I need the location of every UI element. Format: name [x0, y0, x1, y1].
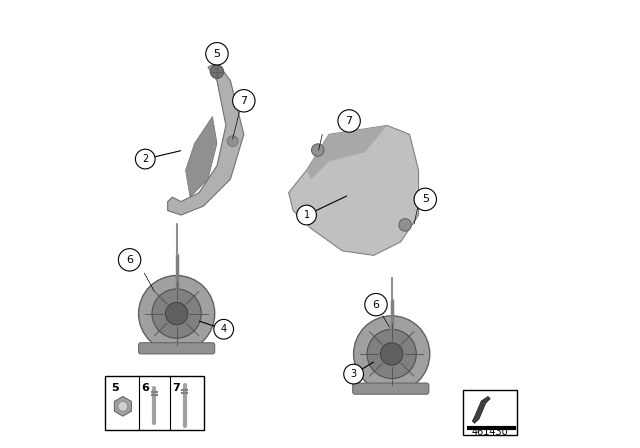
Circle shape — [227, 136, 238, 146]
Circle shape — [214, 319, 234, 339]
Circle shape — [118, 401, 128, 411]
Text: 7: 7 — [172, 383, 180, 393]
FancyBboxPatch shape — [105, 376, 204, 430]
Text: 2: 2 — [142, 154, 148, 164]
Text: 1: 1 — [303, 210, 310, 220]
Polygon shape — [115, 396, 131, 416]
Text: 7: 7 — [346, 116, 353, 126]
Text: 5: 5 — [111, 383, 118, 393]
Circle shape — [136, 149, 155, 169]
Circle shape — [344, 364, 364, 384]
Text: 7: 7 — [240, 96, 248, 106]
Circle shape — [297, 205, 316, 225]
Circle shape — [380, 343, 403, 365]
Circle shape — [206, 43, 228, 65]
Circle shape — [166, 302, 188, 325]
Circle shape — [365, 293, 387, 316]
Circle shape — [353, 316, 430, 392]
Circle shape — [118, 249, 141, 271]
Text: 5: 5 — [214, 49, 220, 59]
Polygon shape — [472, 396, 490, 423]
Text: 461430: 461430 — [472, 427, 509, 437]
Text: 6: 6 — [141, 383, 148, 393]
Text: 6: 6 — [372, 300, 380, 310]
Circle shape — [338, 110, 360, 132]
Polygon shape — [289, 125, 419, 255]
Circle shape — [312, 144, 324, 156]
Polygon shape — [307, 125, 387, 179]
Text: 3: 3 — [351, 369, 356, 379]
Circle shape — [233, 90, 255, 112]
Circle shape — [414, 188, 436, 211]
Polygon shape — [168, 63, 244, 215]
FancyBboxPatch shape — [463, 390, 517, 435]
Circle shape — [139, 276, 215, 352]
Text: 6: 6 — [126, 255, 133, 265]
Polygon shape — [186, 116, 217, 197]
Circle shape — [367, 329, 417, 379]
Circle shape — [399, 219, 412, 231]
Circle shape — [211, 65, 224, 78]
Text: 5: 5 — [422, 194, 429, 204]
FancyBboxPatch shape — [139, 343, 215, 354]
FancyBboxPatch shape — [353, 383, 429, 394]
Circle shape — [152, 289, 202, 338]
Text: 4: 4 — [221, 324, 227, 334]
